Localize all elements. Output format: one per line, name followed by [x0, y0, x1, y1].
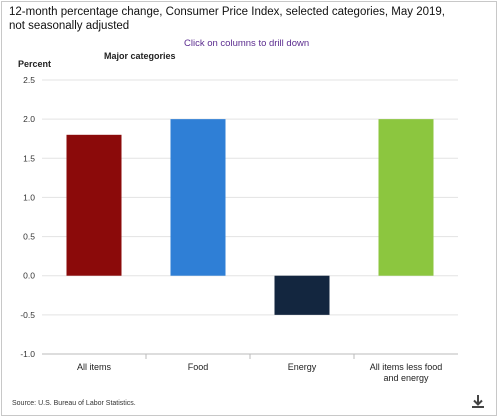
x-tick-label: All items less food and energy [370, 362, 443, 383]
source-note: Source: U.S. Bureau of Labor Statistics. [12, 400, 136, 407]
y-tick-label: 2.5 [23, 75, 35, 85]
y-axis-label: Percent [18, 59, 52, 69]
y-tick-label: 0.0 [23, 271, 35, 281]
x-tick-label: Food [188, 362, 209, 372]
group-label: Major categories [104, 51, 176, 61]
y-tick-label: 0.5 [23, 232, 35, 242]
y-tick-label: 1.5 [23, 153, 35, 163]
bar[interactable] [274, 275, 330, 315]
download-icon[interactable] [468, 392, 488, 412]
y-tick-label: 1.0 [23, 192, 35, 202]
x-tick-label: Energy [288, 362, 317, 372]
y-tick-label: -1.0 [20, 349, 35, 359]
y-tick-label: 2.0 [23, 114, 35, 124]
bar[interactable] [378, 119, 434, 276]
bar[interactable] [170, 119, 226, 276]
y-tick-label: -0.5 [20, 310, 35, 320]
chart-title: 12-month percentage change, Consumer Pri… [9, 6, 445, 32]
x-tick-label: All items [77, 362, 112, 372]
chart-subtitle: Click on columns to drill down [184, 38, 310, 49]
bar[interactable] [66, 134, 122, 276]
